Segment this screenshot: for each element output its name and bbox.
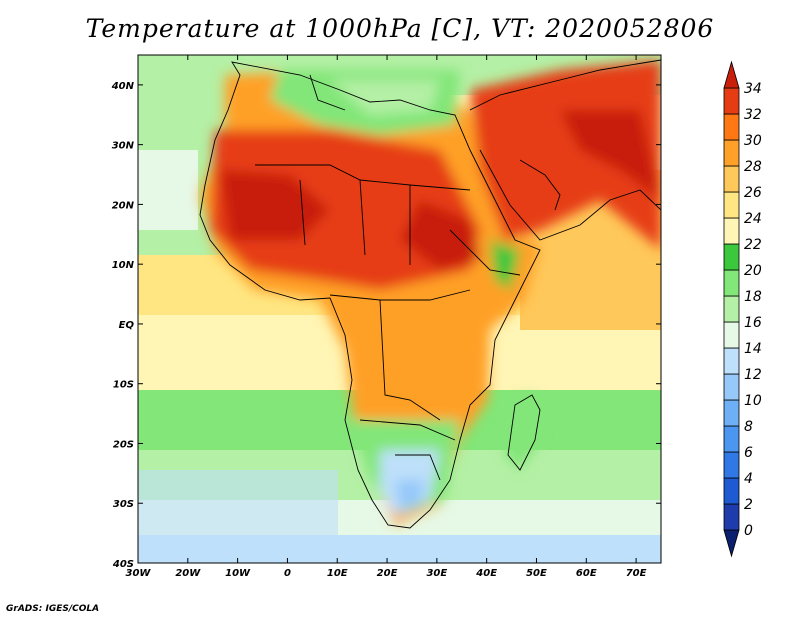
lat-tick-label: 20S xyxy=(113,439,134,450)
colorbar-swatch xyxy=(723,139,740,167)
colorbar-label: 32 xyxy=(744,107,762,123)
colorbar-swatch xyxy=(723,373,740,401)
lon-tick-label: 10E xyxy=(327,568,348,579)
land-central-africa xyxy=(360,290,470,400)
colorbar-label: 10 xyxy=(744,393,762,409)
colorbar-swatch xyxy=(723,347,740,375)
colorbar-label: 2 xyxy=(744,497,753,513)
lon-tick-label: 70E xyxy=(626,568,647,579)
colorbar-swatch xyxy=(723,60,740,89)
colorbar-label: 12 xyxy=(744,367,762,383)
colorbar-swatch xyxy=(723,191,740,219)
colorbar-label: 24 xyxy=(744,211,762,227)
colorbar-swatch xyxy=(723,425,740,453)
colorbar-swatch xyxy=(723,243,740,271)
colorbar-label: 34 xyxy=(744,81,762,97)
temperature-field xyxy=(138,55,661,563)
land-sahara-core xyxy=(220,170,330,240)
band-ocean-light xyxy=(138,150,198,230)
lon-tick-label: 30W xyxy=(126,568,152,579)
colorbar-label: 0 xyxy=(744,523,753,539)
colorbar-swatch xyxy=(723,477,740,505)
lat-tick-label: 10S xyxy=(113,380,134,391)
lat-tick-label: 40N xyxy=(111,81,135,92)
coastlines xyxy=(199,59,661,529)
axis-ticks: 30W 20W 10W 0 10E 20E 30E 40E 50E 60E 70E 40N 30N 20N… xyxy=(111,55,661,579)
colorbar-label: 4 xyxy=(744,471,753,487)
land-med-pale xyxy=(330,80,440,115)
lon-tick-label: 60E xyxy=(576,568,597,579)
lat-tick-label: 10N xyxy=(112,260,135,271)
band-atlantic-cool xyxy=(138,470,338,540)
colorbar-label: 6 xyxy=(744,445,753,461)
colorbar-swatch xyxy=(723,399,740,427)
land-iran-core xyxy=(560,110,661,200)
colorbar-swatch xyxy=(723,269,740,297)
lon-tick-label: 30E xyxy=(426,568,447,579)
colorbar-label: 22 xyxy=(744,237,762,253)
colorbar-label: 30 xyxy=(744,133,762,149)
lat-tick-label: 30N xyxy=(112,141,135,152)
lat-tick-label: EQ xyxy=(119,320,135,331)
colorbar-label: 8 xyxy=(744,419,753,435)
lon-tick-label: 0 xyxy=(284,568,291,579)
colorbar-swatch xyxy=(723,217,740,245)
colorbar-swatch xyxy=(723,503,740,531)
land-ethiopia-green xyxy=(490,240,520,290)
land-arabia xyxy=(470,60,661,250)
colorbar-swatch xyxy=(723,451,740,479)
lat-tick-label: 30S xyxy=(113,499,134,510)
map-frame xyxy=(137,54,662,564)
colorbar-swatch xyxy=(723,529,740,558)
land-sudan-core xyxy=(400,200,480,270)
lon-tick-label: 20W xyxy=(175,568,201,579)
lon-tick-label: 10W xyxy=(225,568,251,579)
lon-tick-label: 20E xyxy=(377,568,398,579)
land-north-hot xyxy=(210,130,480,290)
land-south-africa-blue xyxy=(395,480,425,510)
credit-label: GrADS: IGES/COLA xyxy=(6,604,100,614)
colorbar-label: 18 xyxy=(744,289,762,305)
colorbar-swatch xyxy=(723,295,740,323)
colorbar-swatch xyxy=(723,321,740,349)
colorbar-swatch xyxy=(723,87,740,115)
colorbar-swatch xyxy=(723,165,740,193)
lon-tick-label: 50E xyxy=(526,568,547,579)
lat-tick-label: 20N xyxy=(112,200,135,211)
colorbar-label: 14 xyxy=(744,341,762,357)
lat-tick-label: 40S xyxy=(112,559,134,570)
colorbar-label: 28 xyxy=(744,159,762,175)
lon-tick-label: 40E xyxy=(475,568,497,579)
colorbar-label: 16 xyxy=(744,315,762,331)
colorbar-swatch xyxy=(723,113,740,141)
colorbar-label: 26 xyxy=(744,185,762,201)
map-title: Temperature at 1000hPa [C], VT: 20200528… xyxy=(85,14,715,43)
colorbar-label: 20 xyxy=(744,263,762,279)
